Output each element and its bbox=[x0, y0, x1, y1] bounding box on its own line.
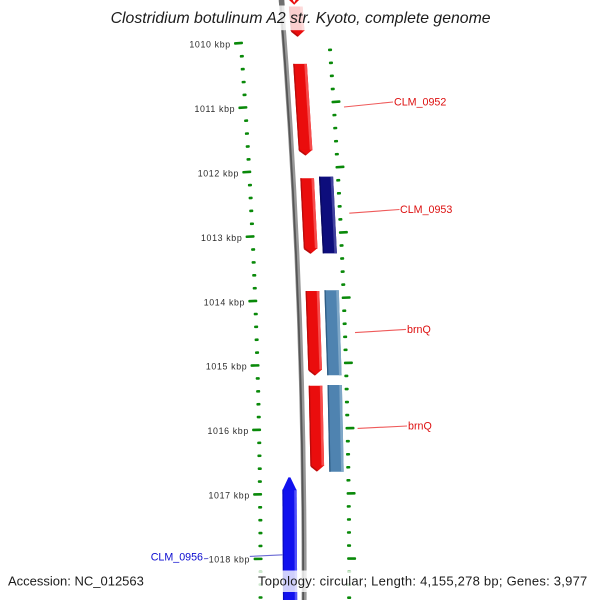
svg-text:Topology: circular; Length: 4,: Topology: circular; Length: 4,155,278 bp… bbox=[258, 573, 588, 588]
svg-text:1012 kbp: 1012 kbp bbox=[198, 168, 239, 178]
svg-text:brnQ: brnQ bbox=[408, 421, 432, 433]
svg-text:1011 kbp: 1011 kbp bbox=[194, 104, 235, 114]
svg-text:CLM_0956: CLM_0956 bbox=[151, 551, 203, 563]
svg-text:1018 kbp: 1018 kbp bbox=[209, 554, 250, 564]
svg-text:1013 kbp: 1013 kbp bbox=[201, 233, 242, 243]
svg-text:CLM_0952: CLM_0952 bbox=[394, 97, 446, 109]
svg-text:1016 kbp: 1016 kbp bbox=[207, 426, 248, 436]
svg-text:CLM_0953: CLM_0953 bbox=[400, 204, 452, 216]
svg-text:1015 kbp: 1015 kbp bbox=[206, 362, 247, 372]
svg-text:Accession: NC_012563: Accession: NC_012563 bbox=[8, 573, 144, 588]
svg-text:brnQ: brnQ bbox=[407, 324, 431, 336]
svg-text:1017 kbp: 1017 kbp bbox=[208, 491, 249, 501]
svg-text:1014 kbp: 1014 kbp bbox=[204, 297, 245, 307]
svg-text:1010 kbp: 1010 kbp bbox=[189, 40, 230, 50]
svg-text:Clostridium botulinum A2 str.: Clostridium botulinum A2 str. Kyoto, com… bbox=[111, 10, 491, 27]
